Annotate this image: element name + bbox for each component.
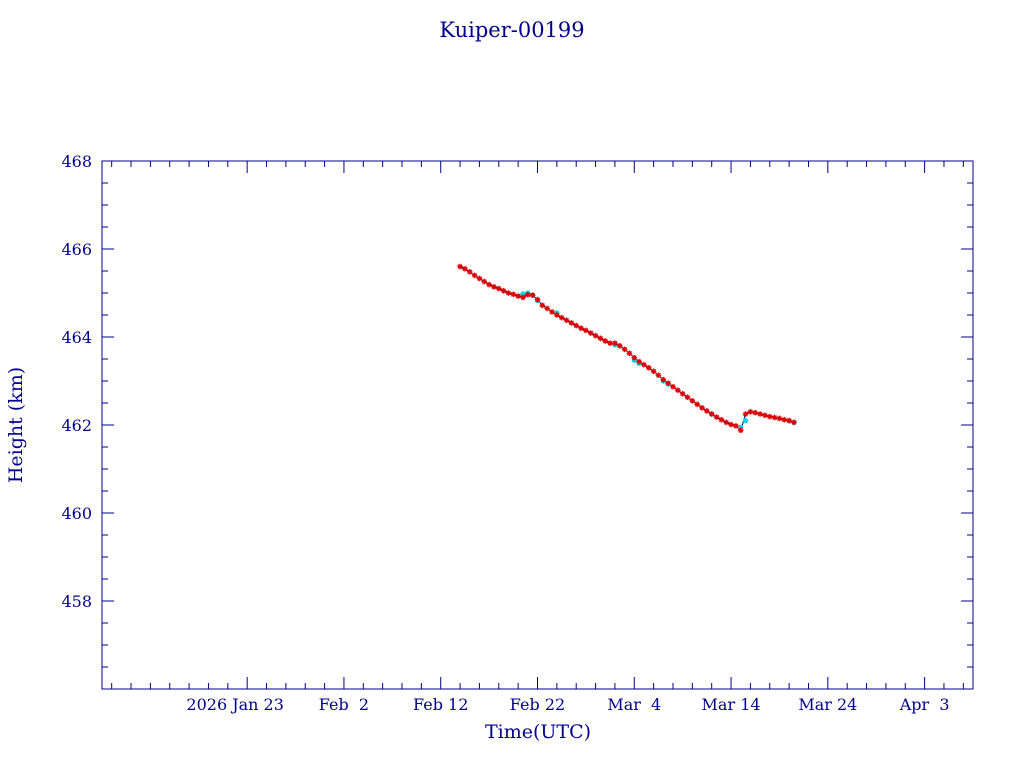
x-tick-label: Feb 22 [510,695,565,714]
x-axis-ticks: 2026 Jan 23 Feb 2 Feb 12 Feb 22 Mar 4 Mar 14 M… [111,161,964,714]
data-point [486,281,492,288]
data-point [655,372,662,379]
data-point [457,263,463,270]
data-point [602,338,609,344]
data-point [515,293,521,299]
data-point [742,411,749,417]
data-point [684,394,691,401]
data-point [631,354,638,361]
data-point [583,327,589,334]
data-point [771,414,778,421]
data-point [491,284,497,290]
data-point [525,291,531,298]
data-point [670,383,676,390]
data-point [733,423,739,429]
data-point [612,340,618,346]
y-axis-label: Height (km) [5,367,27,483]
data-point [713,414,720,420]
y-tick-label: 464 [61,328,92,347]
data-point [675,387,681,394]
data-point [481,278,488,285]
data-point [568,320,575,326]
data-point [704,408,710,414]
y-tick-label: 466 [61,240,92,259]
data-point [500,288,507,294]
data-point [544,305,550,312]
data-point [505,290,512,296]
data-point-secondary [742,418,749,424]
y-tick-label: 468 [61,152,92,171]
data-point [636,358,642,365]
data-point [766,413,773,420]
data-point [466,269,473,275]
data-point [626,350,633,357]
data-point [539,302,546,309]
y-tick-label: 462 [61,416,92,435]
data-point [665,380,671,386]
data-point [752,409,759,416]
y-tick-label: 460 [61,504,92,523]
data-point [621,346,628,353]
data-point [679,390,686,397]
data-point [597,335,604,342]
data-point [554,312,560,318]
data-point [471,272,478,279]
x-tick-label: Feb 2 [319,695,369,714]
data-point [699,405,705,411]
data-point [529,292,536,298]
y-axis-ticks: 458 460 462 464 466 468 [61,152,973,690]
data-point [495,285,502,292]
data-point [607,340,613,346]
data-point [563,317,570,324]
chart-title: Kuiper-00199 [439,18,584,42]
data-marks [457,263,797,434]
x-tick-label: Mar 4 [607,695,661,714]
data-point [462,266,468,272]
data-point [549,309,555,315]
x-tick-label: 2026 Jan 23 [186,695,284,714]
data-point [510,291,517,298]
data-point [641,361,647,368]
data-point [757,411,763,417]
data-point [520,294,526,301]
plot-frame [101,160,974,690]
data-point [558,314,565,321]
data-point-secondary [520,291,526,297]
x-axis-label: Time(UTC) [485,721,591,743]
data-point [689,398,696,404]
data-point [762,412,768,419]
data-point [592,332,599,339]
data-point [694,401,700,408]
data-point [708,411,715,417]
y-tick-label: 458 [61,592,92,611]
data-point [747,409,754,415]
data-point [728,421,734,428]
data-point [786,417,792,424]
data-point [578,325,584,331]
data-point [650,368,657,375]
data-point [616,343,623,349]
x-tick-label: Feb 12 [413,695,468,714]
data-point [645,365,652,371]
data-point [723,419,730,426]
data-point [534,296,541,303]
data-point [776,415,783,422]
x-tick-label: Apr 3 [899,695,950,714]
data-point [718,416,725,423]
data-point [660,376,667,383]
x-tick-label: Mar 14 [702,695,761,714]
data-point [587,330,594,336]
data-point [781,416,788,423]
x-tick-label: Mar 24 [798,695,857,714]
data-point [476,275,483,282]
data-point [791,419,797,426]
data-point [573,322,580,329]
data-point [737,427,744,434]
